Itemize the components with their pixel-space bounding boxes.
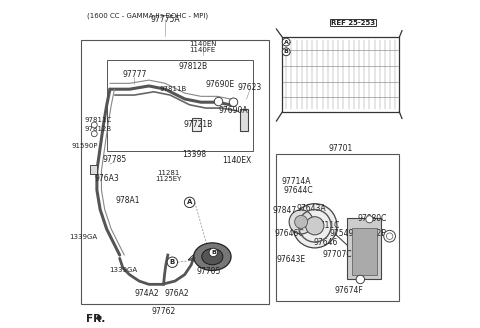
Circle shape: [214, 97, 223, 106]
Text: 97714A: 97714A: [281, 177, 311, 186]
Text: 1339GA: 1339GA: [109, 267, 137, 273]
Polygon shape: [97, 315, 101, 320]
Bar: [282, 37, 399, 112]
Text: 1125EY: 1125EY: [155, 175, 181, 182]
Text: 13398: 13398: [182, 150, 206, 159]
Text: 91590P: 91590P: [72, 143, 98, 149]
Text: 974A2: 974A2: [135, 289, 160, 297]
Text: 97812B: 97812B: [84, 126, 111, 132]
Bar: [240, 109, 249, 132]
Text: 97762: 97762: [152, 306, 176, 316]
Text: 97812B: 97812B: [178, 62, 207, 71]
Circle shape: [167, 257, 178, 267]
Bar: [348, 218, 382, 279]
Text: 97847: 97847: [273, 206, 297, 215]
Circle shape: [386, 233, 393, 239]
Ellipse shape: [202, 249, 223, 265]
Text: 97775A: 97775A: [150, 15, 180, 24]
Text: 97811B: 97811B: [160, 86, 187, 92]
Text: 97705: 97705: [197, 267, 221, 277]
Text: B: B: [211, 250, 216, 255]
Text: A: A: [284, 40, 288, 45]
Text: 97785: 97785: [103, 154, 127, 164]
Circle shape: [306, 217, 324, 235]
Bar: [81, 40, 269, 304]
Text: 97690A: 97690A: [219, 106, 248, 115]
Text: FR.: FR.: [85, 315, 105, 324]
Text: 976A2: 976A2: [164, 289, 189, 297]
Text: 97646C: 97646C: [274, 229, 304, 238]
Text: 97777: 97777: [122, 70, 146, 79]
Text: 976A3: 976A3: [95, 174, 120, 183]
Circle shape: [356, 275, 365, 284]
Text: 97643A: 97643A: [296, 204, 326, 214]
Text: B: B: [170, 259, 175, 265]
Circle shape: [295, 215, 308, 228]
Bar: [90, 165, 97, 174]
Bar: [107, 60, 253, 151]
Text: 97690E: 97690E: [206, 80, 235, 89]
Text: 97711C: 97711C: [311, 221, 340, 230]
Circle shape: [282, 38, 290, 46]
Text: 1140FE: 1140FE: [190, 47, 216, 52]
Text: 97721B: 97721B: [183, 120, 212, 130]
Text: 978A1: 978A1: [116, 196, 140, 205]
Circle shape: [91, 131, 97, 137]
Circle shape: [289, 210, 313, 234]
Text: 97701: 97701: [329, 144, 353, 153]
Text: 97652B: 97652B: [357, 229, 386, 238]
Text: 97646: 97646: [313, 238, 337, 247]
Text: B: B: [284, 49, 288, 54]
Text: 97623: 97623: [238, 83, 262, 92]
Text: 1140EN: 1140EN: [189, 41, 216, 47]
Text: 97674F: 97674F: [335, 286, 363, 295]
Circle shape: [366, 216, 373, 223]
Circle shape: [184, 197, 195, 208]
Text: (1600 CC - GAMMA-II>DOHC - MPI): (1600 CC - GAMMA-II>DOHC - MPI): [87, 12, 208, 19]
Ellipse shape: [193, 243, 231, 271]
Circle shape: [91, 122, 97, 128]
Bar: [352, 228, 377, 275]
Text: 97707C: 97707C: [323, 250, 352, 259]
Circle shape: [384, 230, 396, 242]
Text: 97644C: 97644C: [283, 186, 312, 195]
Circle shape: [229, 98, 238, 106]
Text: 97880C: 97880C: [357, 214, 386, 223]
Text: 97643E: 97643E: [277, 256, 306, 264]
Text: 11281: 11281: [157, 170, 180, 176]
Text: A: A: [187, 199, 192, 205]
Text: 1140EX: 1140EX: [222, 156, 252, 165]
Bar: [276, 154, 399, 300]
Text: 97549: 97549: [330, 229, 354, 238]
Circle shape: [293, 204, 337, 248]
Circle shape: [209, 248, 217, 257]
Circle shape: [282, 48, 290, 56]
Text: REF 25-253: REF 25-253: [331, 20, 375, 26]
Text: 1339GA: 1339GA: [69, 234, 97, 240]
Bar: [192, 118, 201, 131]
Text: 97811C: 97811C: [84, 117, 111, 123]
